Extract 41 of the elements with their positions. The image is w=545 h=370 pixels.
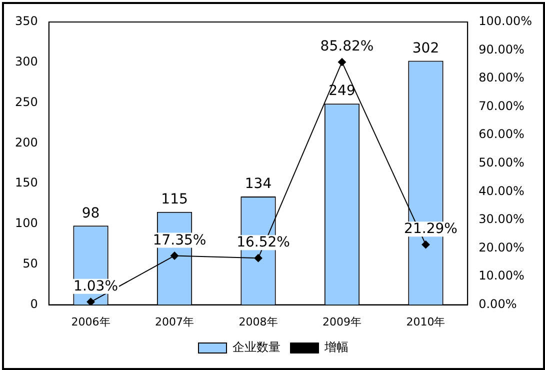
x-tick-label: 2009年 — [322, 315, 362, 328]
y-tick-label: 0 — [30, 296, 38, 311]
y2-tick-label: 0.00% — [478, 296, 517, 311]
data-label: 85.82% — [320, 38, 374, 55]
y-tick-label: 200 — [15, 135, 38, 150]
x-tick-label: 2007年 — [155, 315, 194, 328]
y2-tick-label: 20.00% — [478, 240, 524, 254]
y-tick-label: 300 — [15, 54, 38, 69]
y-tick-label: 250 — [15, 94, 38, 109]
y-tick-label: 150 — [15, 176, 38, 190]
data-label: 16.52% — [236, 234, 290, 251]
x-tick-label: 2008年 — [238, 315, 278, 328]
point — [86, 298, 95, 305]
data-label: 249 — [328, 83, 356, 100]
data-label: 21.29% — [404, 221, 458, 238]
data-label: 98 — [82, 205, 100, 222]
y-tick-label: 350 — [15, 14, 38, 28]
point — [254, 254, 262, 262]
legend-label: 增幅 — [324, 340, 348, 354]
data-label: 1.03% — [74, 278, 118, 295]
data-label: 17.35% — [152, 232, 206, 248]
y2-tick-label: 60.00% — [478, 127, 524, 142]
x-tick-label: 2006年 — [71, 315, 110, 328]
y-tick-label: 50 — [22, 256, 38, 271]
data-label: 134 — [244, 176, 272, 192]
legend-label: 企业数量 — [232, 340, 280, 354]
point — [422, 240, 430, 249]
y2-tick-label: 100.00% — [478, 14, 532, 28]
data-label: 115 — [161, 192, 188, 208]
point — [170, 252, 179, 260]
y2-tick-label: 90.00% — [478, 42, 524, 56]
point — [338, 58, 346, 66]
y2-tick-label: 70.00% — [478, 98, 524, 113]
y2-tick-label: 40.00% — [478, 184, 524, 198]
x-tick-label: 2010年 — [406, 315, 446, 328]
data-label: 302 — [412, 40, 440, 56]
y2-tick-label: 80.00% — [478, 70, 524, 85]
y-tick-label: 100 — [15, 216, 38, 230]
y2-tick-label: 50.00% — [478, 156, 524, 170]
y2-tick-label: 30.00% — [478, 212, 524, 226]
y2-tick-label: 10.00% — [478, 268, 524, 283]
